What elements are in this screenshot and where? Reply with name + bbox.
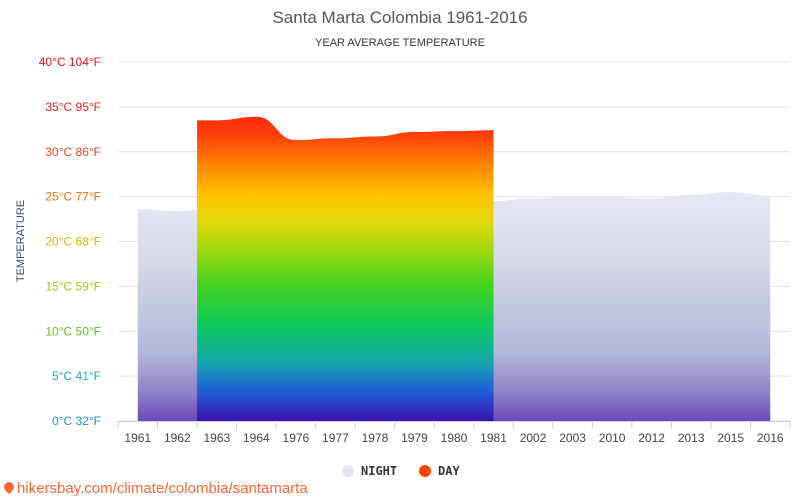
x-tick-label: 2002: [520, 431, 547, 445]
chart-title: Santa Marta Colombia 1961-2016: [272, 8, 527, 27]
x-tick-label: 2016: [757, 431, 784, 445]
x-tick-label: 2010: [599, 431, 626, 445]
y-tick-label: 25°C 77°F: [45, 190, 101, 204]
day-area: [197, 116, 494, 421]
x-tick-label: 1981: [480, 431, 507, 445]
footer-url: hikersbay.com/climate/colombia/santamart…: [17, 480, 308, 497]
y-axis-title: TEMPERATURE: [15, 200, 27, 282]
x-tick-label: 1977: [322, 431, 349, 445]
x-tick-label: 1978: [362, 431, 389, 445]
legend-day-label: DAY: [438, 464, 460, 478]
y-tick-label: 5°C 41°F: [52, 369, 101, 383]
y-tick-label: 15°C 59°F: [45, 279, 101, 293]
legend: NIGHT DAY: [342, 464, 460, 478]
legend-night-label: NIGHT: [361, 464, 397, 478]
x-tick-label: 1961: [124, 431, 151, 445]
x-tick-label: 1964: [243, 431, 270, 445]
chart-subtitle: YEAR AVERAGE TEMPERATURE: [315, 37, 485, 49]
y-tick-label: 40°C 104°F: [39, 55, 101, 69]
x-tick-label: 1962: [164, 431, 191, 445]
x-tick-label: 1979: [401, 431, 428, 445]
y-tick-label: 0°C 32°F: [52, 414, 101, 428]
x-tick-label: 2015: [717, 431, 744, 445]
footer-link[interactable]: hikersbay.com/climate/colombia/santamart…: [1, 479, 308, 497]
location-pin-icon: [1, 479, 17, 495]
x-tick-label: 2012: [638, 431, 665, 445]
x-tick-label: 1963: [203, 431, 230, 445]
x-tick-label: 2013: [678, 431, 705, 445]
y-tick-label: 20°C 68°F: [45, 235, 101, 249]
y-tick-label: 10°C 50°F: [45, 324, 101, 338]
legend-day-swatch: [419, 465, 431, 477]
x-tick-label: 1980: [441, 431, 468, 445]
x-tick-label: 1976: [283, 431, 310, 445]
y-tick-label: 35°C 95°F: [45, 100, 101, 114]
x-tick-label: 2003: [559, 431, 586, 445]
legend-night-swatch: [342, 465, 354, 477]
y-tick-label: 30°C 86°F: [45, 145, 101, 159]
